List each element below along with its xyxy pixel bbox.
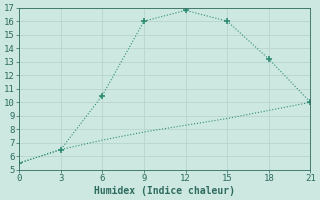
X-axis label: Humidex (Indice chaleur): Humidex (Indice chaleur) bbox=[94, 186, 235, 196]
